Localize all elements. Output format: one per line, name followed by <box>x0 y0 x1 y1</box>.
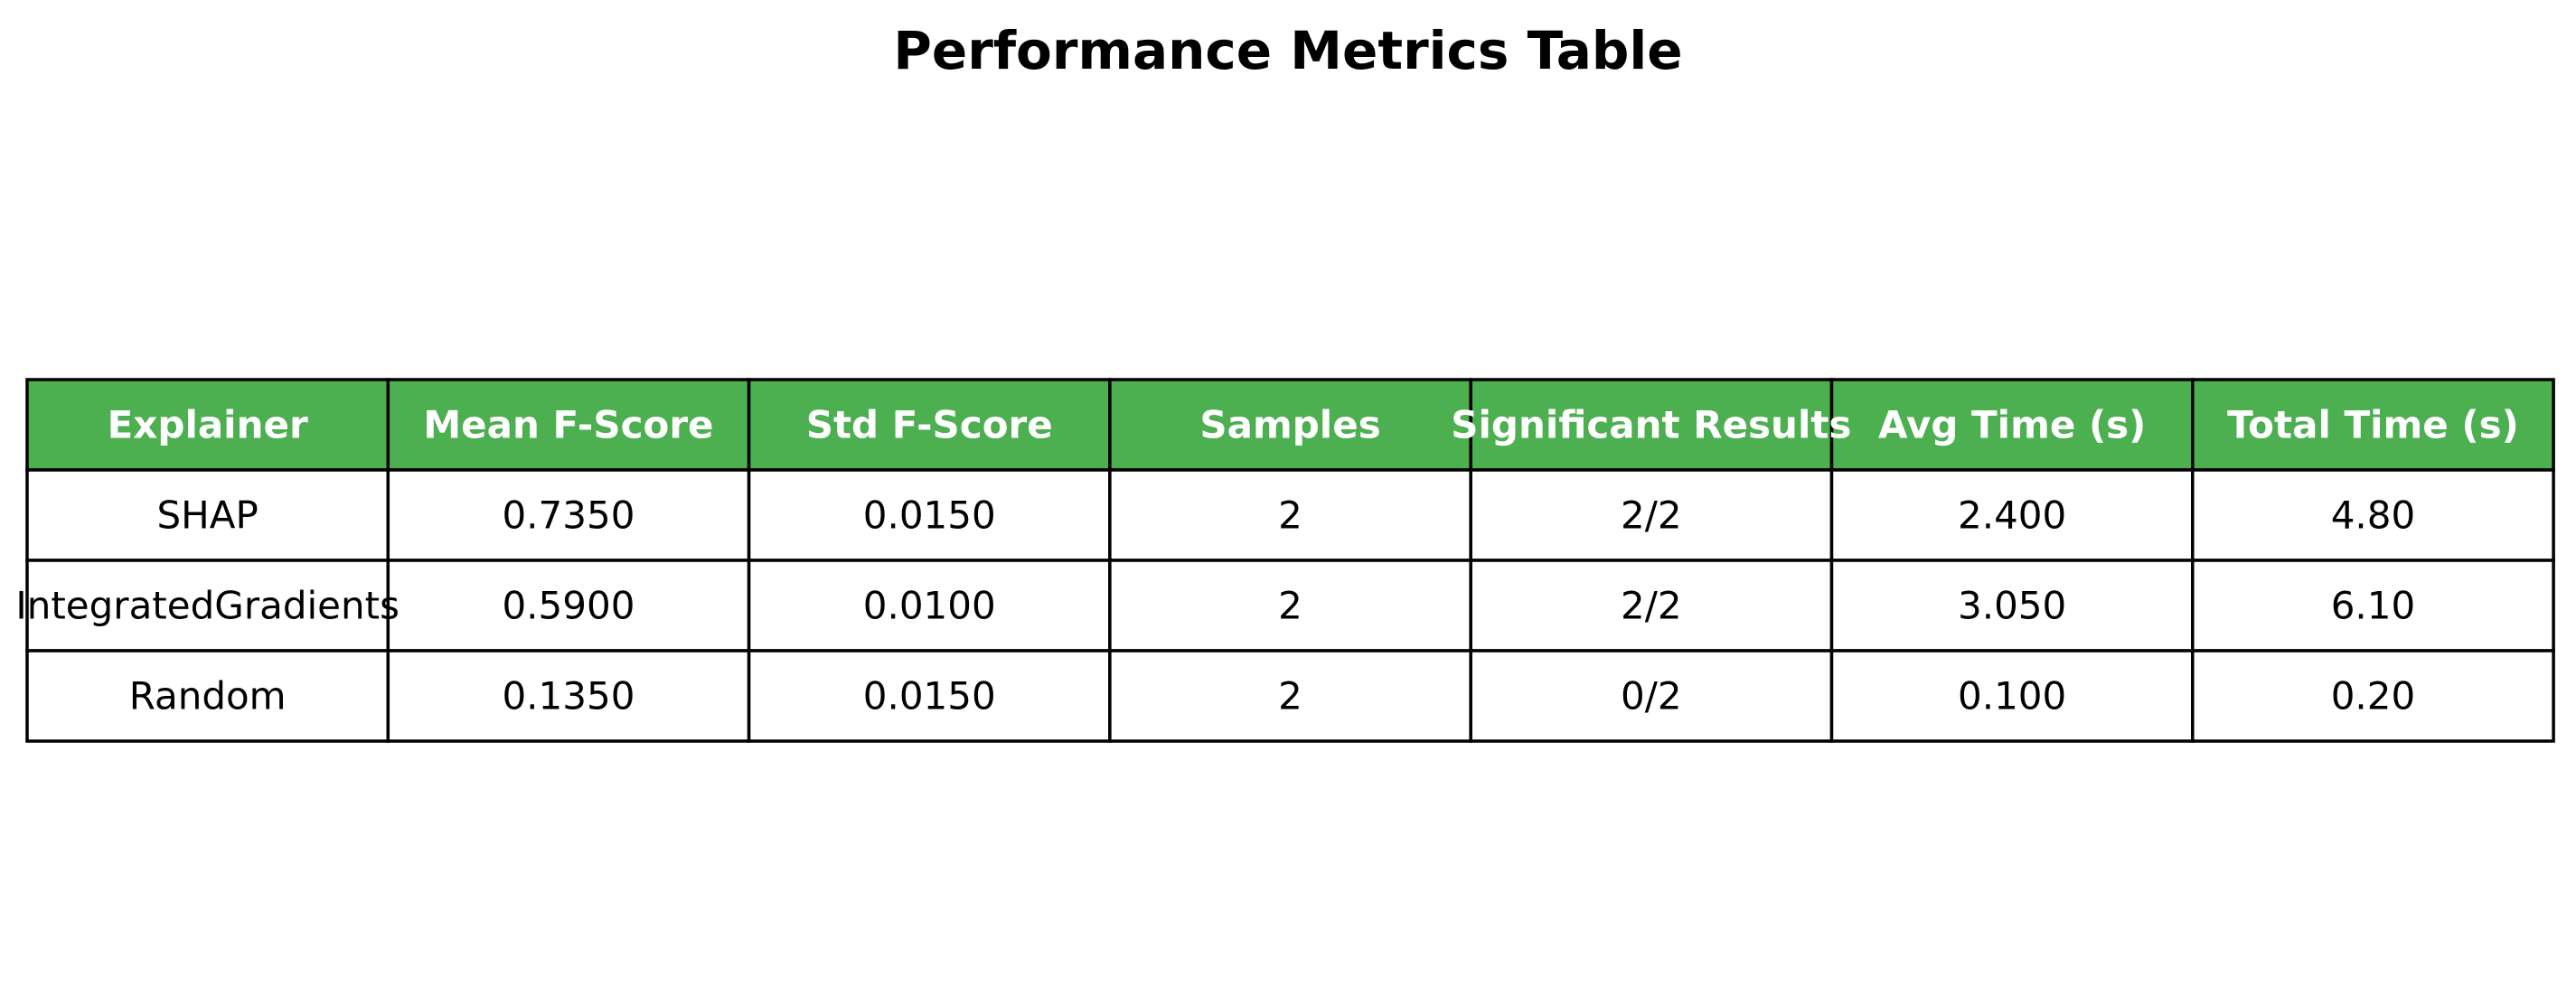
table-cell-bg <box>747 649 1112 743</box>
header-cell-bg <box>2191 378 2555 472</box>
table-cell-bg <box>747 559 1112 653</box>
table-cell: 0.0100 <box>863 584 996 628</box>
column-header: Mean F-Score <box>423 403 713 447</box>
column-header: Total Time (s) <box>2227 403 2519 447</box>
table-cell-bg <box>386 559 751 653</box>
table-cell-bg <box>2191 559 2555 653</box>
table-cell: 0.5900 <box>502 584 635 628</box>
header-cell-bg <box>386 378 751 472</box>
table-cell: 0.7350 <box>502 493 635 538</box>
table-cell-bg <box>1469 559 1834 653</box>
column-header: Samples <box>1199 403 1380 447</box>
table-cell: 3.050 <box>1958 584 2066 628</box>
table-cell-bg <box>747 468 1112 562</box>
table-cell-bg <box>1469 468 1834 562</box>
table-cell-bg <box>1108 559 1472 653</box>
table-cell-bg <box>1108 649 1472 743</box>
table-cell: 2/2 <box>1621 493 1682 538</box>
table-cell-bg <box>386 649 751 743</box>
table-cell: 2 <box>1278 493 1302 538</box>
table-cell: 0.20 <box>2331 674 2416 719</box>
table-cell: 0.0150 <box>863 674 996 719</box>
column-header: Explainer <box>108 403 308 447</box>
table-cell: 2 <box>1278 674 1302 719</box>
table-cell-bg <box>1469 649 1834 743</box>
table-cell-bg <box>2191 649 2555 743</box>
table-cell-bg <box>1829 468 2195 562</box>
table-cell-bg <box>25 468 390 562</box>
table-cell: 6.10 <box>2331 584 2416 628</box>
table-cell: 0.1350 <box>502 674 635 719</box>
table-cell: 2 <box>1278 584 1302 628</box>
table-cell: 2/2 <box>1621 584 1682 628</box>
table-cell: 0.0150 <box>863 493 996 538</box>
table-cell-bg <box>25 559 390 653</box>
table-cell: 0/2 <box>1621 674 1682 719</box>
header-cell-bg <box>747 378 1112 472</box>
table-cell: 4.80 <box>2331 493 2416 538</box>
chart-title: Performance Metrics Table <box>893 20 1683 81</box>
column-header: Std F-Score <box>806 403 1053 447</box>
table-cell: Random <box>129 674 287 719</box>
table-cell: 2.400 <box>1958 493 2066 538</box>
column-header: Avg Time (s) <box>1878 403 2146 447</box>
table-cell-bg <box>2191 468 2555 562</box>
table-cell: SHAP <box>156 493 258 538</box>
table-cell-bg <box>25 649 390 743</box>
column-header: Significant Results <box>1451 403 1851 447</box>
table-cell: IntegratedGradients <box>15 584 400 628</box>
table-cell: 0.100 <box>1958 674 2066 719</box>
table-cell-bg <box>386 468 751 562</box>
header-cell-bg <box>25 378 390 472</box>
